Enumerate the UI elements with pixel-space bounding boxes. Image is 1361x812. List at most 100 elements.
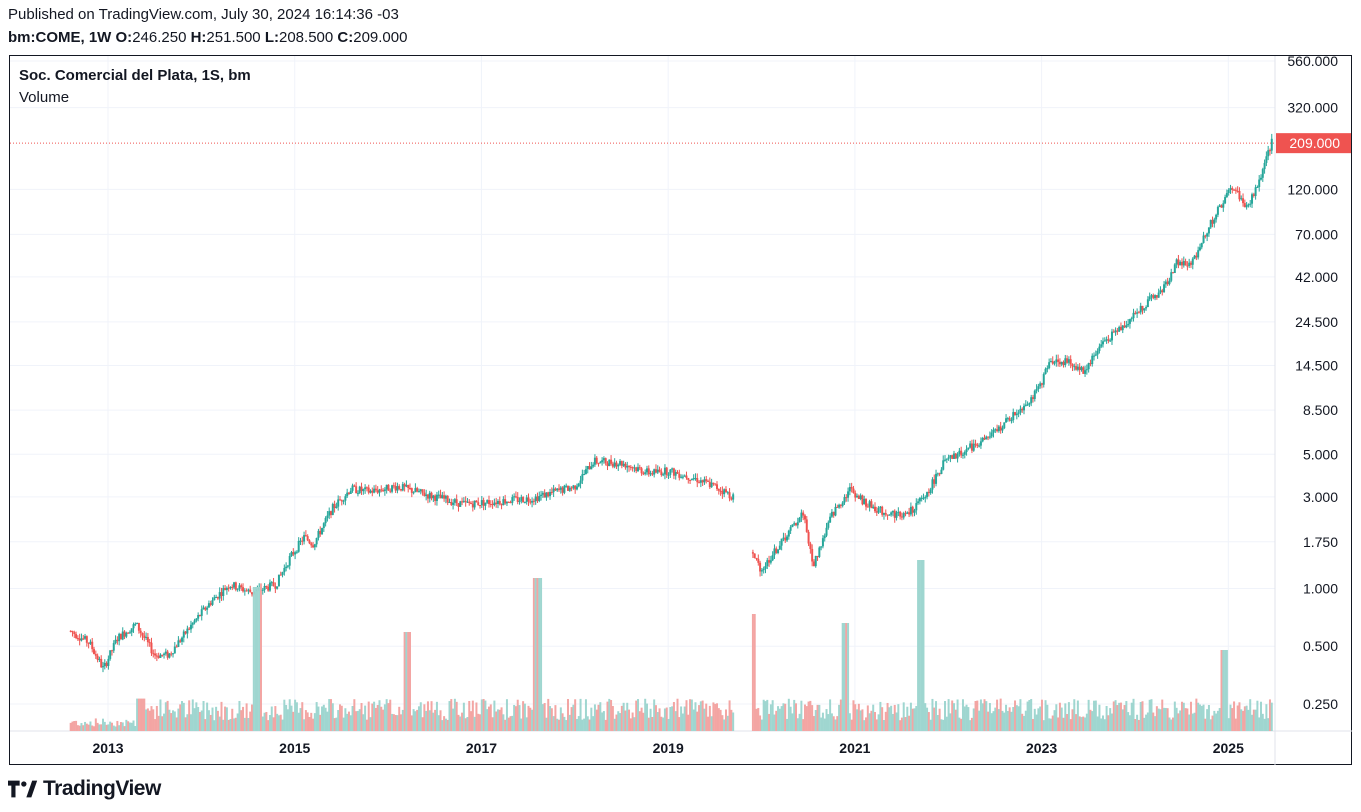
volume-bar xyxy=(773,714,776,731)
volume-bar xyxy=(1261,713,1264,731)
volume-bar xyxy=(997,709,1000,731)
candle-body xyxy=(227,587,230,589)
candle-body xyxy=(285,566,288,568)
candle-body xyxy=(593,457,596,465)
candle-body xyxy=(148,642,151,644)
volume-bar xyxy=(387,703,390,731)
candle-body xyxy=(110,650,113,652)
volume-bar xyxy=(304,710,307,731)
volume-bar xyxy=(637,699,640,731)
candle-body xyxy=(606,463,609,467)
candle-body xyxy=(274,586,277,589)
volume-bar xyxy=(669,707,672,731)
candle-body xyxy=(906,512,909,514)
volume-bar xyxy=(1188,714,1191,731)
candle-body xyxy=(321,528,324,535)
volume-bar xyxy=(1270,702,1273,731)
volume-bar xyxy=(1067,702,1070,731)
candle-body xyxy=(759,562,762,572)
candle-body xyxy=(1098,346,1101,351)
volume-bar xyxy=(405,632,408,731)
chart-panel[interactable] xyxy=(9,55,1352,765)
candle-body xyxy=(514,496,517,498)
volume-bar xyxy=(897,704,900,731)
candle-body xyxy=(961,454,964,456)
volume-bar xyxy=(1139,702,1142,731)
candle-body xyxy=(356,493,359,495)
candle-body xyxy=(143,635,146,638)
candle-body xyxy=(954,453,957,459)
candle-body xyxy=(362,489,365,492)
candle-body xyxy=(647,468,650,475)
candle-body xyxy=(505,501,508,504)
candle-body xyxy=(681,476,684,478)
volume-bar xyxy=(983,699,986,731)
volume-bar xyxy=(875,719,878,731)
candle-body xyxy=(85,636,88,643)
candle-body xyxy=(622,463,625,466)
volume-bar xyxy=(136,698,139,731)
candle-body xyxy=(979,441,982,446)
volume-bar xyxy=(617,711,620,731)
volume-bar xyxy=(466,717,469,731)
volume-bar xyxy=(873,711,876,731)
candle-body xyxy=(672,468,675,476)
volume-bar xyxy=(188,700,191,731)
y-tick-label: 5.000 xyxy=(1303,446,1338,462)
candle-body xyxy=(690,478,693,481)
volume-bar xyxy=(1116,705,1119,731)
candle-body xyxy=(918,498,921,502)
candle-body xyxy=(917,501,920,504)
volume-bar xyxy=(784,703,787,731)
candle-body xyxy=(1130,318,1133,320)
volume-bar xyxy=(1150,699,1153,731)
volume-bar xyxy=(952,703,955,731)
tradingview-logo-icon xyxy=(8,780,38,798)
candle-body xyxy=(172,653,175,655)
tradingview-logo[interactable]: TradingView xyxy=(8,777,161,801)
candle-body xyxy=(511,497,514,503)
volume-bar xyxy=(604,719,607,731)
volume-bar xyxy=(383,704,386,731)
volume-bar xyxy=(464,718,467,731)
candle-body xyxy=(304,535,307,537)
volume-bar xyxy=(93,726,96,731)
candle-body xyxy=(312,545,315,548)
candle-body xyxy=(349,490,352,494)
candle-body xyxy=(796,522,799,526)
candle-body xyxy=(698,482,701,484)
volume-bar xyxy=(391,713,394,731)
candle-body xyxy=(723,489,726,495)
volume-bar xyxy=(1123,705,1126,731)
candle-body xyxy=(193,620,196,623)
candle-body xyxy=(416,488,419,492)
candle-body xyxy=(1175,259,1178,265)
candle-body xyxy=(1103,340,1106,342)
volume-bar xyxy=(757,707,760,731)
candle-body xyxy=(294,552,297,555)
candle-body xyxy=(1073,366,1076,368)
volume-bar xyxy=(667,718,670,731)
volume-bar xyxy=(922,560,925,731)
volume-bar xyxy=(1112,701,1115,731)
volume-bar xyxy=(1170,719,1173,731)
candle-body xyxy=(814,555,817,567)
volume-bar xyxy=(109,721,112,731)
candle-body xyxy=(665,467,668,475)
candle-body xyxy=(868,501,871,507)
volume-bar xyxy=(301,702,304,731)
candle-body xyxy=(330,511,333,515)
candle-body xyxy=(1145,307,1148,309)
candle-body xyxy=(146,636,149,643)
volume-bar xyxy=(638,711,641,731)
candle-body xyxy=(112,643,115,651)
candle-body xyxy=(620,461,623,466)
candle-body xyxy=(577,483,580,487)
volume-bar xyxy=(172,710,175,731)
volume-bar xyxy=(1236,705,1239,731)
candle-body xyxy=(1231,188,1234,190)
candle-body xyxy=(1039,383,1042,387)
candle-body xyxy=(645,468,648,473)
candle-body xyxy=(301,540,304,542)
